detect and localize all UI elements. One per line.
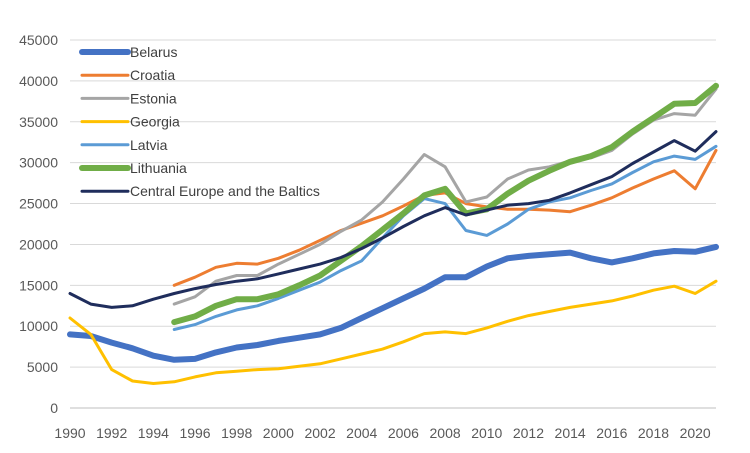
x-tick-label: 2016 — [596, 425, 627, 441]
legend-label: Belarus — [130, 44, 177, 60]
x-tick-label: 2020 — [680, 425, 711, 441]
series-line-latvia — [172, 144, 718, 331]
x-tick-label: 2008 — [430, 425, 461, 441]
x-tick-label: 1994 — [138, 425, 169, 441]
series-line-belarus — [67, 243, 719, 363]
x-tick-label: 2002 — [304, 425, 335, 441]
legend-label: Georgia — [130, 114, 180, 130]
y-axis-ticks: 0 5000 10000 15000 20000 25000 30000 35000 40000… — [19, 32, 58, 416]
legend-label: Central Europe and the Baltics — [130, 183, 320, 199]
x-tick-label: 2014 — [555, 425, 586, 441]
y-tick-label: 35000 — [19, 114, 58, 130]
y-tick-label: 40000 — [19, 73, 58, 89]
series-line-central-europe-and-the-baltics — [68, 130, 718, 309]
legend-label: Latvia — [130, 137, 168, 153]
legend-label: Estonia — [130, 90, 177, 106]
legend-label: Lithuania — [130, 160, 187, 176]
x-axis-ticks: 1990 1992 1994 1996 1998 2000 2002 2004 2006 2008… — [54, 425, 711, 441]
y-tick-label: 5000 — [27, 359, 58, 375]
x-tick-label: 2010 — [471, 425, 502, 441]
y-tick-label: 30000 — [19, 155, 58, 171]
y-tick-label: 10000 — [19, 318, 58, 334]
x-tick-label: 2018 — [638, 425, 669, 441]
y-tick-label: 15000 — [19, 277, 58, 293]
legend: Belarus Croatia Estonia Georgia Latvia Lithua… — [79, 44, 320, 199]
legend-label: Croatia — [130, 67, 175, 83]
series-line-georgia — [68, 279, 718, 385]
series-lines — [67, 82, 719, 385]
x-tick-label: 2000 — [263, 425, 294, 441]
x-tick-label: 2006 — [388, 425, 419, 441]
y-tick-label: 20000 — [19, 236, 58, 252]
x-tick-label: 2012 — [513, 425, 544, 441]
y-tick-label: 0 — [50, 400, 58, 416]
series-line-lithuania — [171, 82, 719, 326]
x-tick-label: 1996 — [179, 425, 210, 441]
x-tick-label: 1990 — [54, 425, 85, 441]
y-tick-label: 45000 — [19, 32, 58, 48]
x-tick-label: 2004 — [346, 425, 377, 441]
y-tick-label: 25000 — [19, 196, 58, 212]
x-tick-label: 1992 — [96, 425, 127, 441]
x-tick-label: 1998 — [221, 425, 252, 441]
